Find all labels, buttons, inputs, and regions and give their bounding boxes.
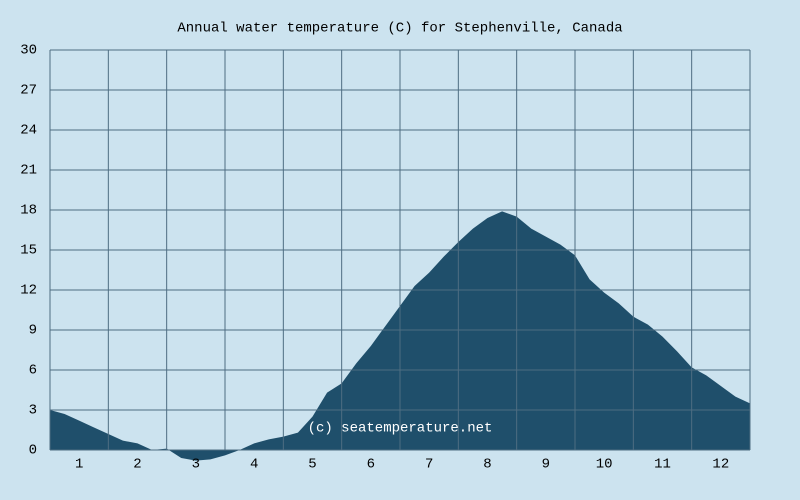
watermark: (c) seatemperature.net — [308, 421, 493, 437]
x-tick-label: 2 — [133, 457, 141, 473]
x-tick-label: 6 — [367, 457, 375, 473]
y-tick-label: 30 — [20, 43, 37, 59]
x-tick-label: 8 — [483, 457, 491, 473]
chart-title: Annual water temperature (C) for Stephen… — [177, 21, 622, 37]
x-tick-label: 10 — [596, 457, 613, 473]
y-tick-label: 6 — [29, 363, 37, 379]
y-tick-label: 3 — [29, 403, 37, 419]
x-tick-label: 4 — [250, 457, 258, 473]
x-tick-label: 7 — [425, 457, 433, 473]
y-tick-label: 24 — [20, 123, 37, 139]
y-tick-label: 18 — [20, 203, 37, 219]
y-tick-label: 21 — [20, 163, 37, 179]
y-tick-label: 12 — [20, 283, 37, 299]
y-tick-label: 15 — [20, 243, 37, 259]
y-tick-label: 9 — [29, 323, 37, 339]
x-tick-label: 9 — [542, 457, 550, 473]
x-tick-label: 5 — [308, 457, 316, 473]
x-tick-label: 1 — [75, 457, 83, 473]
y-tick-label: 27 — [20, 83, 37, 99]
x-tick-label: 11 — [654, 457, 671, 473]
x-tick-label: 3 — [192, 457, 200, 473]
x-tick-label: 12 — [712, 457, 729, 473]
y-tick-label: 0 — [29, 443, 37, 459]
